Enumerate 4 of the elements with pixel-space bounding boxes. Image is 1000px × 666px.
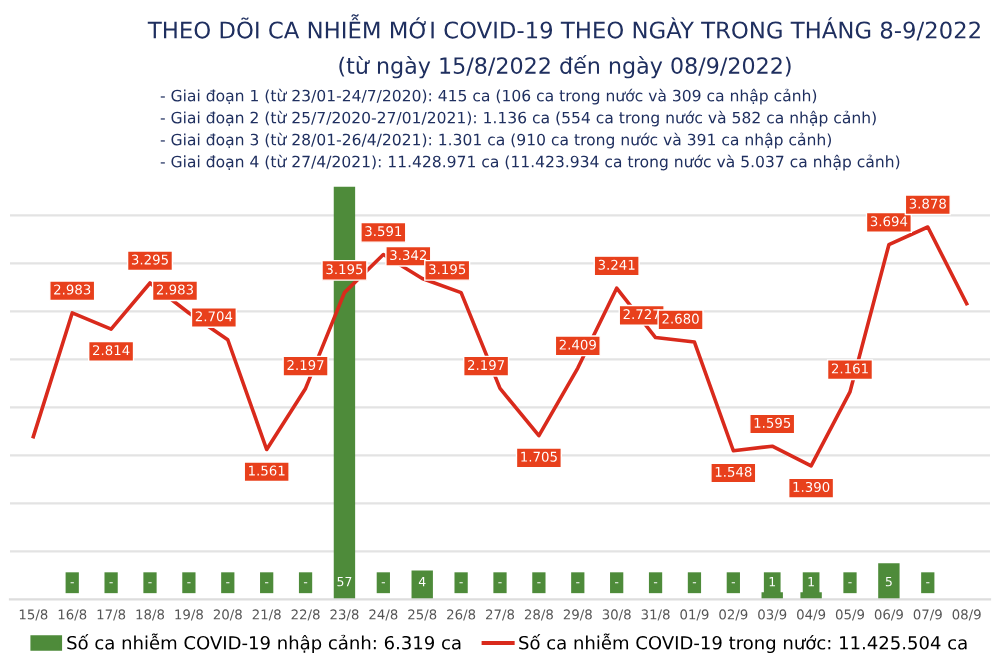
legend-label: Số ca nhiễm COVID-19 trong nước: 11.425.504 ca: [519, 633, 967, 654]
chart-subtitle: (từ ngày 15/8/2022 đến ngày 08/9/2022): [339, 54, 791, 79]
chart-title: THEO DÕI CA NHIỄM MỚI COVID-19 THEO NGÀY TRONG THÁNG 8-9/2022: [147, 14, 980, 41]
legend-label: Số ca nhiễm COVID-19 nhập cảnh: 6.319 ca: [67, 633, 461, 654]
